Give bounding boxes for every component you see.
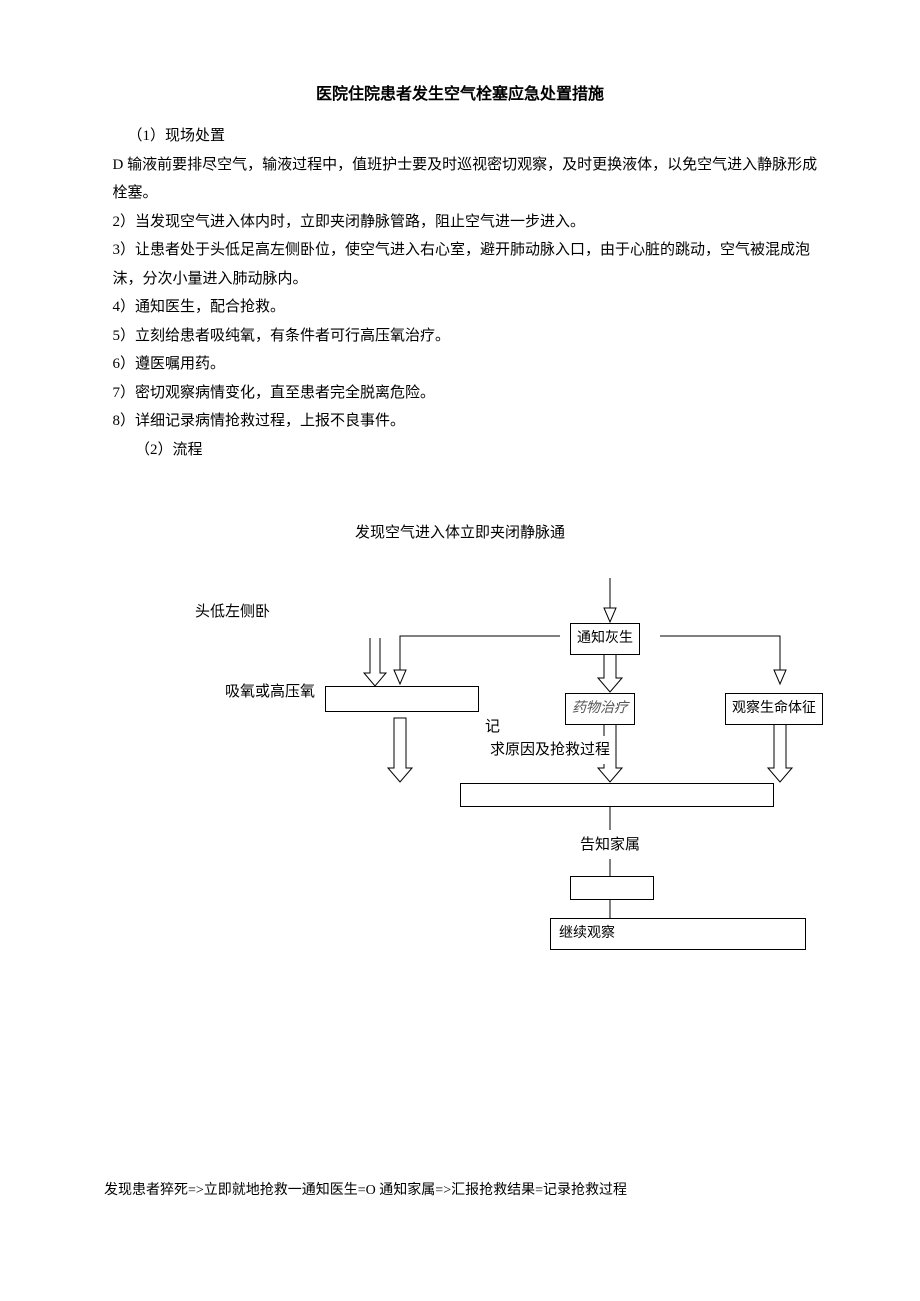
list-item-4: 4）通知医生，配合抢救。 xyxy=(90,293,830,322)
paragraph-d: D 输液前要排尽空气，输液过程中，值班护士要及时巡视密切观察，及时更换液体，以免… xyxy=(90,151,830,208)
flow-box-observe: 观察生命体征 xyxy=(725,693,823,726)
list-item-2: 2）当发现空气进入体内时，立即夹闭静脉管路，阻止空气进一步进入。 xyxy=(90,208,830,237)
flow-top-text: 发现空气进入体立即夹闭静脉通 xyxy=(90,519,830,548)
section2-heading: （2）流程 xyxy=(90,436,830,465)
flow-box-drug: 药物治疗 xyxy=(565,693,635,726)
flow-box-wide xyxy=(460,783,774,807)
flow-box-notify: 通知灰生 xyxy=(570,623,640,656)
list-item-3: 3）让患者处于头低足高左侧卧位，使空气进入右心室，避开肺动脉入口，由于心脏的跳动… xyxy=(90,236,830,293)
flow-box-continue: 继续观察 xyxy=(550,918,806,951)
flow-left-b: 吸氧或高压氧 xyxy=(225,678,315,707)
flow-record-text: 求原因及抢救过程 xyxy=(490,736,610,765)
flow-box-left-empty xyxy=(325,686,479,712)
flow-box-small xyxy=(570,876,654,900)
bottom-summary: 发现患者猝死=>立即就地抢救一通知医生=O 通知家属=>汇报抢救结果=记录抢救过… xyxy=(90,1178,830,1205)
list-item-8: 8）详细记录病情抢救过程，上报不良事件。 xyxy=(90,407,830,436)
arrow-down-icon xyxy=(360,638,390,688)
list-item-6: 6）遵医嘱用药。 xyxy=(90,350,830,379)
list-item-7: 7）密切观察病情变化，直至患者完全脱离危险。 xyxy=(90,379,830,408)
list-item-5: 5）立刻给患者吸纯氧，有条件者可行高压氧治疗。 xyxy=(90,322,830,351)
section1-heading: （1）现场处置 xyxy=(90,122,830,151)
flow-inform-text: 告知家属 xyxy=(580,831,640,860)
flowchart: 头低左侧卧 吸氧或高压氧 通知灰生 药物治疗 观察生命体征 记 求原因及抢救过程… xyxy=(90,578,830,998)
flow-left-a: 头低左侧卧 xyxy=(195,598,270,627)
page-title: 医院住院患者发生空气栓塞应急处置措施 xyxy=(90,80,830,110)
